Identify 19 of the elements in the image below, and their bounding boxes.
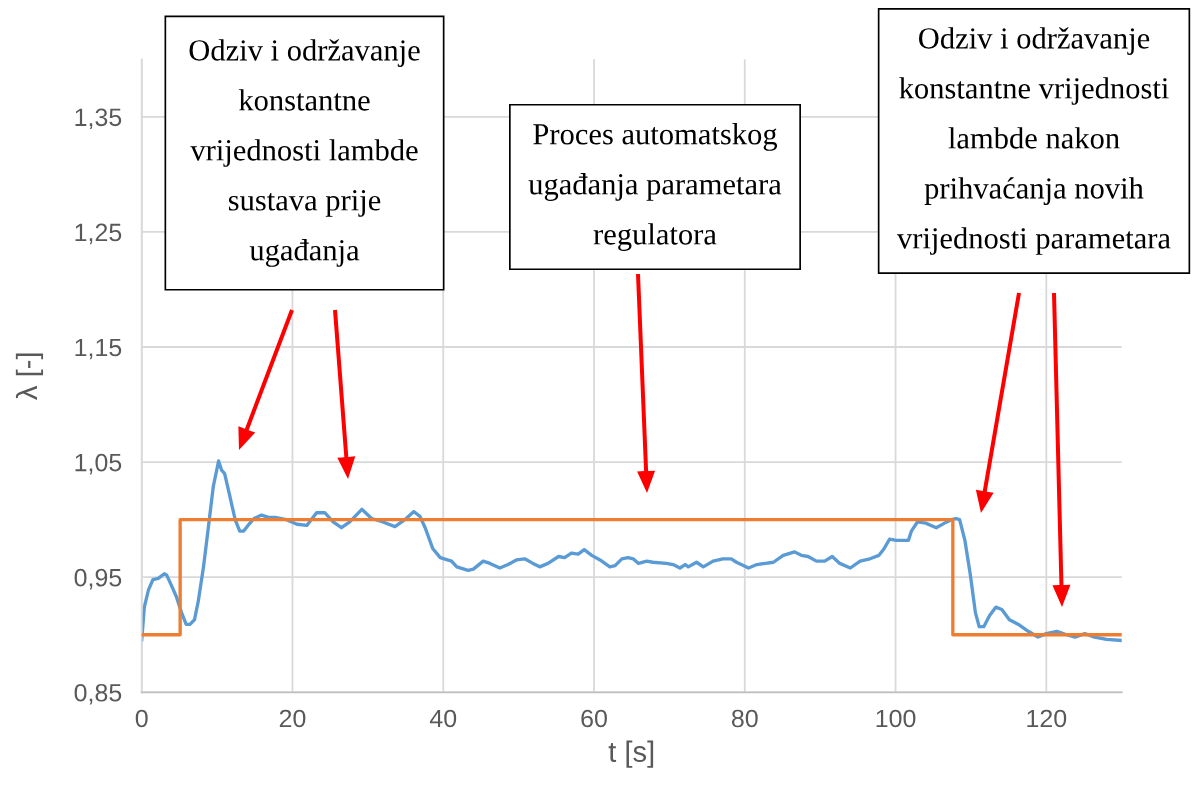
x-tick-label: 100: [876, 709, 916, 728]
annotation: Odziv i održavanje konstantne vrijednosti lambde nakon prihvaćanja novih vrijednosti parametara: [896, 27, 1171, 255]
x-tick-label: 60: [581, 709, 607, 728]
y-tick-label: 1,15: [75, 338, 122, 360]
y-axis-title: λ [-]: [15, 353, 44, 400]
y-tick-label: 1,25: [75, 223, 122, 245]
y-tick-label: 1,35: [75, 108, 122, 130]
line-series: [141, 459, 1122, 643]
y-tick-label: 0,95: [74, 568, 122, 590]
x-tick-label: 0: [135, 709, 148, 728]
x-tick-label: 20: [279, 709, 306, 728]
x-tick-label: 120: [1027, 709, 1067, 728]
y-tick-label: 1,05: [75, 453, 122, 475]
x-axis-title: t [s]: [608, 740, 654, 768]
annotation: Odziv i održavanje konstantne vrijednosti lambde sustava prije ugađanja: [189, 39, 420, 267]
annotation: Proces automatskog ugađanja parametara regulatora: [528, 123, 782, 251]
x-tick-label: 40: [429, 709, 457, 728]
x-tick-label: 80: [731, 709, 758, 728]
y-tick-label: 0,85: [74, 683, 122, 705]
